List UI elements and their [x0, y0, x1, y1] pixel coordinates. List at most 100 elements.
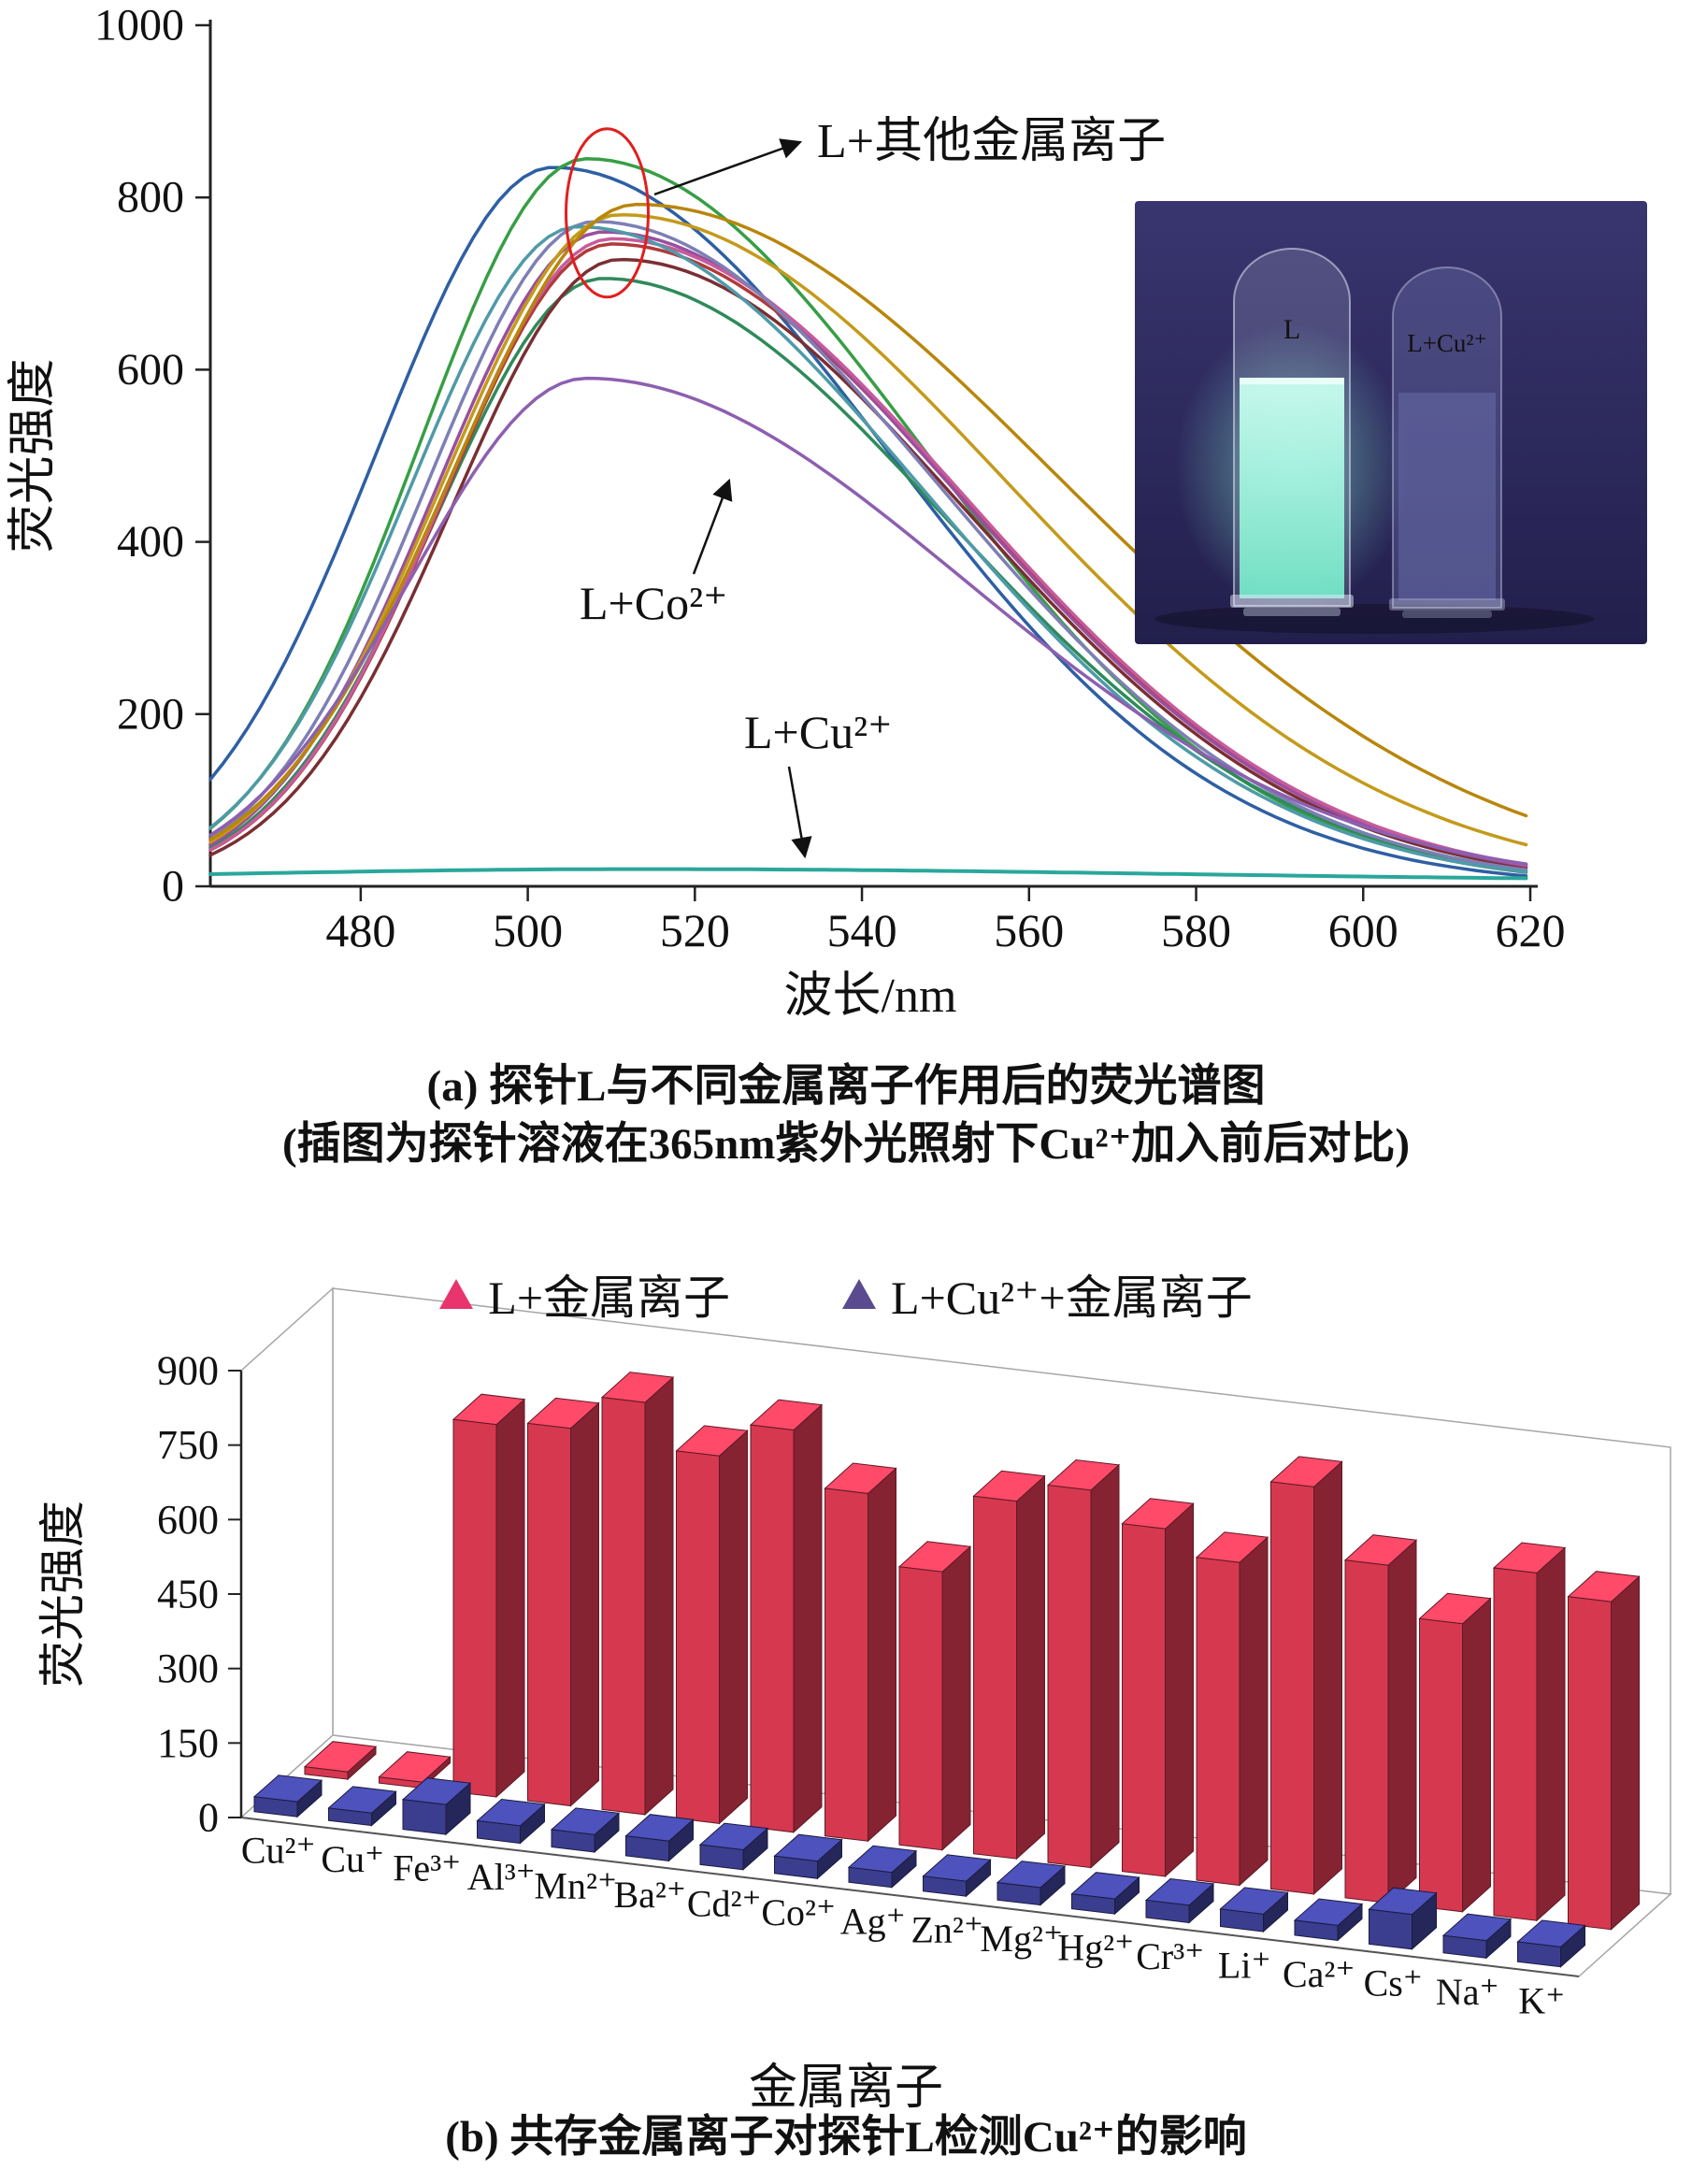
- bar-blue: [1145, 1899, 1190, 1924]
- peak-highlight-ellipse: [564, 127, 650, 299]
- bar-blue: [328, 1807, 372, 1827]
- spectrum-curve-other-ion: [208, 157, 1528, 874]
- bar-blue: [551, 1829, 595, 1853]
- left-wall: [240, 1286, 334, 1819]
- y-tick-label: 800: [117, 173, 184, 223]
- y-tick-label: 150: [157, 1720, 219, 1766]
- spectrum-curve-cu: [208, 867, 1528, 881]
- bar-red: [452, 1418, 497, 1798]
- legend-label-l-metal: L+金属离子: [488, 1272, 731, 1324]
- bar-red: [1387, 1539, 1417, 1904]
- panel-a-inset-photo: L L+Cu²⁺: [1135, 201, 1647, 644]
- category-label: Al³⁺: [467, 1856, 536, 1898]
- annotation-co: L+Co²⁺: [580, 577, 727, 629]
- bar-blue: [1294, 1919, 1339, 1941]
- x-tick-label: 560: [994, 904, 1064, 956]
- inset-right-vial: [1392, 266, 1502, 609]
- legend-label-l-cu-metal: L+Cu²⁺+金属离子: [891, 1272, 1253, 1324]
- bar-red: [601, 1397, 646, 1816]
- category-label: Cu²⁺: [241, 1830, 316, 1872]
- bar-blue: [699, 1844, 744, 1871]
- panel-b-series-l-metal: [303, 1372, 1641, 1931]
- panel-a-y-axis-label: 荧光强度: [7, 358, 60, 553]
- bar-red: [1568, 1596, 1612, 1931]
- x-tick-label: 600: [1328, 904, 1398, 956]
- bar-red: [719, 1430, 748, 1825]
- bar-red: [1239, 1536, 1269, 1887]
- triangle-marker-pink-icon: [439, 1279, 474, 1309]
- bar-blue: [1369, 1908, 1412, 1950]
- bar-red: [644, 1375, 674, 1817]
- bar-red: [898, 1566, 943, 1851]
- category-label: Mn²⁺: [534, 1865, 617, 1907]
- legend-item-l-metal: L+金属离子: [439, 1260, 730, 1328]
- bar-red: [868, 1467, 896, 1843]
- inset-right-vial-label: L+Cu²⁺: [1407, 329, 1487, 357]
- bar-red: [495, 1398, 525, 1799]
- bar-red: [824, 1487, 868, 1842]
- bar-red: [1016, 1474, 1045, 1861]
- panel-b-x-axis-label: 金属离子: [748, 2062, 943, 2115]
- spectrum-curve-other-ion: [208, 202, 1528, 842]
- y-tick-label: 450: [157, 1572, 219, 1617]
- category-label: Na⁺: [1436, 1971, 1499, 2013]
- triangle-marker-purple-icon: [842, 1279, 877, 1309]
- bar-red: [1462, 1597, 1491, 1913]
- category-label: Ag⁺: [840, 1900, 906, 1942]
- bar-blue: [477, 1819, 521, 1845]
- panel-a-spectra-curves: [208, 157, 1528, 881]
- y-tick-label: 600: [157, 1497, 219, 1543]
- bar-red: [1313, 1460, 1342, 1896]
- category-label: Cd²⁺: [687, 1882, 762, 1924]
- panel-b-y-axis: 0 150 300 450 600 750 900 荧光强度: [36, 1348, 243, 1841]
- panel-a-caption-line1: (a) 探针L与不同金属离子作用后的荧光谱图: [426, 1062, 1266, 1111]
- bar-red: [1270, 1481, 1314, 1895]
- spectrum-curve-co: [208, 376, 1528, 866]
- x-tick-label: 620: [1496, 904, 1566, 956]
- bar-blue: [1071, 1893, 1115, 1915]
- annotation-cu: L+Cu²⁺: [744, 706, 892, 758]
- bar-blue: [1517, 1941, 1561, 1968]
- panel-b-caption: (b) 共存金属离子对探针L检测Cu²⁺的影响: [445, 2113, 1247, 2162]
- bar-red: [1165, 1502, 1194, 1878]
- y-tick-label: 600: [117, 345, 184, 395]
- category-label: Cr³⁺: [1136, 1935, 1204, 1977]
- category-label: Ca²⁺: [1283, 1953, 1355, 1995]
- x-tick-label: 500: [493, 904, 563, 956]
- bar-red: [1536, 1546, 1566, 1922]
- panel-b-legend: L+金属离子 L+Cu²⁺+金属离子: [0, 1260, 1692, 1328]
- y-tick-label: 750: [157, 1422, 219, 1468]
- x-tick-label: 480: [325, 904, 395, 956]
- panel-b-y-axis-label: 荧光强度: [36, 1501, 89, 1688]
- bar-red: [1196, 1557, 1240, 1887]
- category-label: Cu⁺: [321, 1838, 384, 1880]
- bar-blue: [1220, 1908, 1264, 1933]
- panel-a-x-axis-label: 波长/nm: [784, 970, 957, 1023]
- category-label: Li⁺: [1218, 1945, 1271, 1987]
- bar-blue: [402, 1799, 447, 1835]
- category-label: Cs⁺: [1364, 1961, 1423, 2004]
- x-tick-label: 540: [827, 904, 897, 956]
- bar-blue: [848, 1866, 893, 1889]
- y-tick-label: 0: [162, 862, 184, 912]
- bar-red: [527, 1422, 571, 1807]
- bar-red: [793, 1403, 823, 1833]
- spectrum-curve-other-ion: [208, 220, 1528, 872]
- y-tick-label: 1000: [94, 1, 184, 50]
- y-tick-label: 900: [157, 1348, 219, 1394]
- bar-blue: [1442, 1934, 1487, 1959]
- x-tick-label: 520: [660, 904, 730, 956]
- x-tick-label: 580: [1161, 904, 1231, 956]
- bar-red: [1090, 1463, 1120, 1869]
- bar-red: [676, 1450, 720, 1824]
- y-tick-label: 200: [117, 689, 184, 739]
- category-label: Co²⁺: [761, 1891, 836, 1933]
- panel-b-series-l-cu-metal: [252, 1774, 1586, 1968]
- inset-left-vial-label: L: [1283, 314, 1300, 345]
- bar-blue: [253, 1796, 298, 1818]
- panel-a-spectra-chart: 0 200 400 600 800 1000 480 500 520 540 560 580 600 62…: [7, 1, 1647, 1023]
- bar-blue: [997, 1882, 1041, 1906]
- bar-red: [1419, 1617, 1463, 1913]
- bar-red: [304, 1766, 349, 1780]
